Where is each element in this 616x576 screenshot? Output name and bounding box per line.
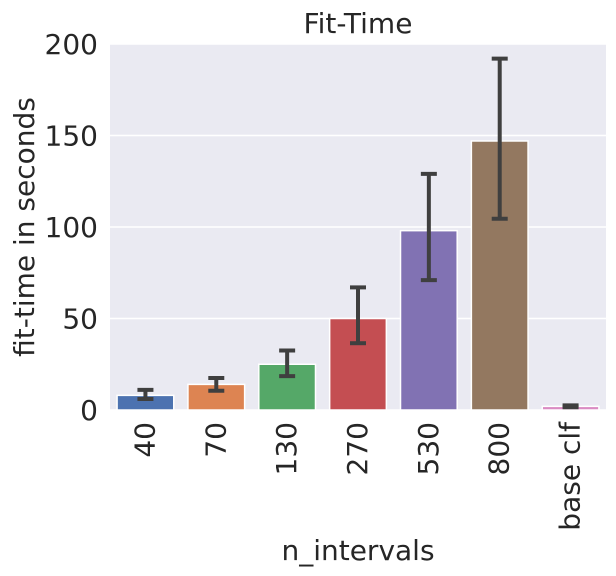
y-tick-label: 0 [80, 394, 98, 427]
y-tick-label: 150 [45, 120, 98, 153]
error-bar [137, 387, 154, 402]
x-tick-label: 530 [412, 422, 445, 475]
y-tick-label: 100 [45, 211, 98, 244]
error-bar [420, 171, 437, 283]
error-bar [350, 285, 366, 346]
error-bar [562, 403, 579, 410]
x-tick-label: 70 [199, 422, 232, 458]
x-tick-label: 40 [128, 422, 161, 458]
chart-title: Fit-Time [304, 7, 413, 40]
x-tick-labels: 40 70 130 270 530 800 base clf [128, 421, 586, 531]
x-tick-label: 270 [341, 422, 374, 475]
x-tick-label: 130 [270, 422, 303, 475]
y-tick-labels: 0 50 100 150 200 [45, 28, 98, 427]
error-bar [208, 375, 225, 393]
x-axis-label: n_intervals [281, 534, 434, 567]
y-axis-label: fit-time in seconds [8, 97, 41, 357]
error-bars [137, 56, 579, 410]
y-tick-label: 50 [62, 303, 98, 336]
x-tick-label: base clf [554, 421, 587, 531]
error-bar [491, 56, 508, 221]
bars [116, 140, 600, 411]
error-bar [279, 348, 296, 379]
y-tick-label: 200 [45, 28, 98, 61]
x-tick-label: 800 [483, 422, 516, 475]
